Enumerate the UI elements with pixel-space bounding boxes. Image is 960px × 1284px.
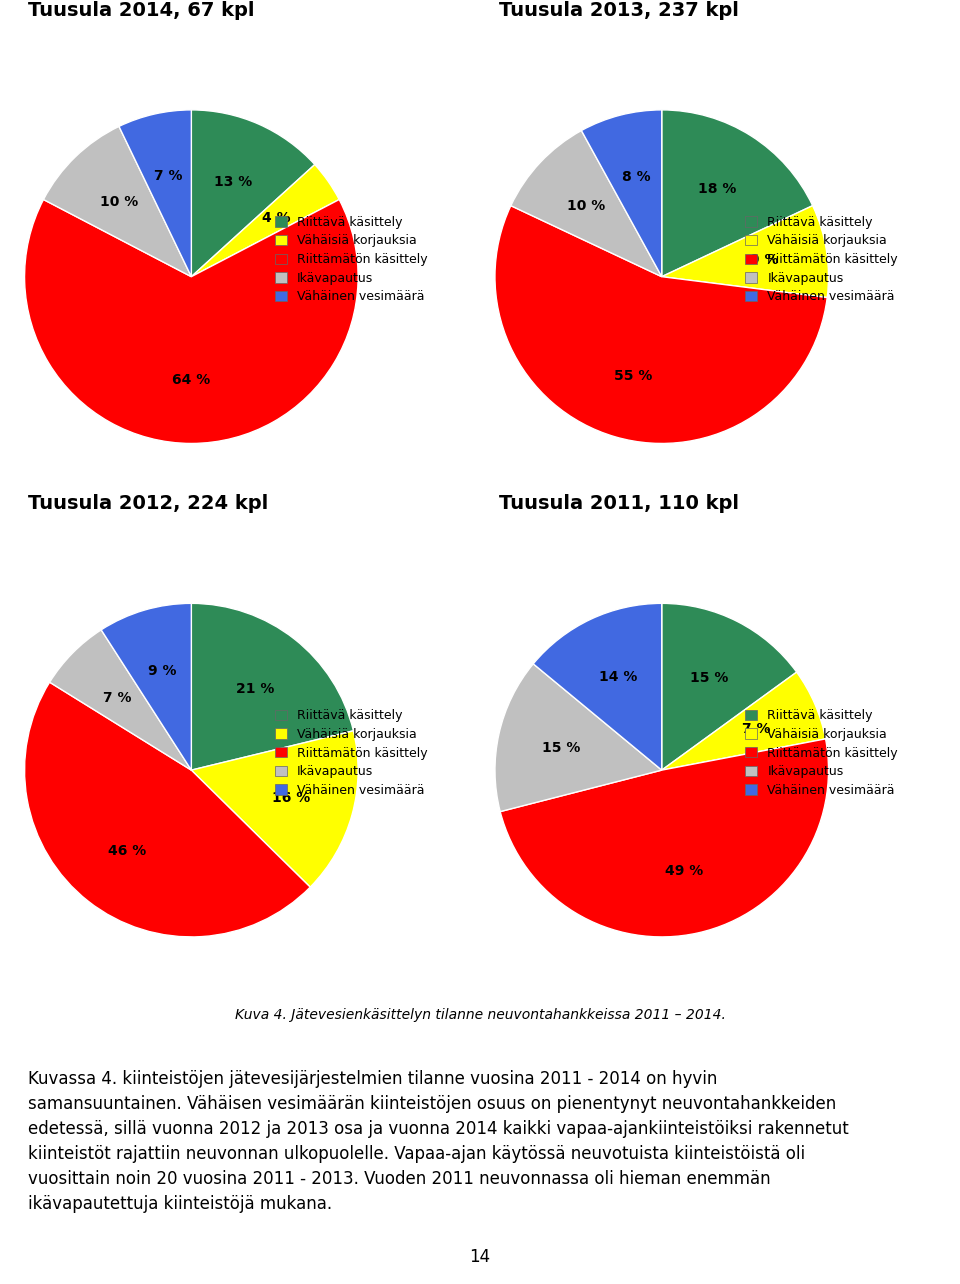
- Wedge shape: [191, 110, 315, 276]
- Legend: Riittävä käsittely, Vähäisiä korjauksia, Riittämätön käsittely, Ikävapautus, Väh: Riittävä käsittely, Vähäisiä korjauksia,…: [275, 709, 428, 797]
- Wedge shape: [661, 110, 813, 276]
- Wedge shape: [50, 630, 191, 770]
- Wedge shape: [25, 199, 358, 443]
- Text: Tuusula 2013, 237 kpl: Tuusula 2013, 237 kpl: [499, 1, 738, 21]
- Wedge shape: [495, 664, 661, 811]
- Text: 10 %: 10 %: [100, 195, 138, 209]
- Text: 15 %: 15 %: [541, 741, 580, 755]
- Text: 10 %: 10 %: [567, 199, 606, 213]
- Wedge shape: [119, 110, 191, 276]
- Wedge shape: [582, 110, 661, 276]
- Text: 9 %: 9 %: [148, 664, 177, 678]
- Text: 18 %: 18 %: [698, 182, 736, 196]
- Legend: Riittävä käsittely, Vähäisiä korjauksia, Riittämätön käsittely, Ikävapautus, Väh: Riittävä käsittely, Vähäisiä korjauksia,…: [275, 216, 428, 303]
- Wedge shape: [500, 738, 828, 937]
- Text: 55 %: 55 %: [613, 369, 652, 383]
- Legend: Riittävä käsittely, Vähäisiä korjauksia, Riittämätön käsittely, Ikävapautus, Väh: Riittävä käsittely, Vähäisiä korjauksia,…: [745, 709, 899, 797]
- Wedge shape: [661, 603, 797, 770]
- Text: 8 %: 8 %: [622, 169, 650, 184]
- Text: 49 %: 49 %: [665, 864, 704, 878]
- Wedge shape: [511, 131, 661, 276]
- Text: 14: 14: [469, 1248, 491, 1266]
- Wedge shape: [101, 603, 191, 770]
- Text: Tuusula 2014, 67 kpl: Tuusula 2014, 67 kpl: [29, 1, 255, 21]
- Wedge shape: [661, 672, 826, 770]
- Text: 7 %: 7 %: [742, 722, 771, 736]
- Wedge shape: [533, 603, 661, 770]
- Wedge shape: [43, 126, 191, 276]
- Text: 13 %: 13 %: [214, 175, 252, 189]
- Text: 7 %: 7 %: [155, 169, 182, 182]
- Text: Tuusula 2012, 224 kpl: Tuusula 2012, 224 kpl: [29, 494, 269, 514]
- Wedge shape: [191, 731, 358, 887]
- Wedge shape: [191, 603, 353, 770]
- Text: 7 %: 7 %: [104, 691, 132, 705]
- Text: Tuusula 2011, 110 kpl: Tuusula 2011, 110 kpl: [499, 494, 739, 514]
- Text: 4 %: 4 %: [262, 211, 291, 225]
- Wedge shape: [495, 205, 828, 443]
- Text: 46 %: 46 %: [108, 845, 147, 859]
- Text: 15 %: 15 %: [689, 672, 728, 684]
- Text: Kuva 4. Jätevesienkäsittelyn tilanne neuvontahankkeissa 2011 – 2014.: Kuva 4. Jätevesienkäsittelyn tilanne neu…: [234, 1008, 726, 1022]
- Text: 21 %: 21 %: [236, 682, 275, 696]
- Text: 14 %: 14 %: [598, 669, 636, 683]
- Text: 9 %: 9 %: [750, 253, 779, 267]
- Wedge shape: [191, 164, 339, 276]
- Wedge shape: [25, 682, 310, 937]
- Wedge shape: [661, 205, 828, 298]
- Legend: Riittävä käsittely, Vähäisiä korjauksia, Riittämätön käsittely, Ikävapautus, Väh: Riittävä käsittely, Vähäisiä korjauksia,…: [745, 216, 899, 303]
- Text: 64 %: 64 %: [172, 374, 210, 386]
- Text: 16 %: 16 %: [272, 791, 310, 805]
- Text: Kuvassa 4. kiinteistöjen jätevesijärjestelmien tilanne vuosina 2011 - 2014 on hy: Kuvassa 4. kiinteistöjen jätevesijärjest…: [29, 1071, 850, 1213]
